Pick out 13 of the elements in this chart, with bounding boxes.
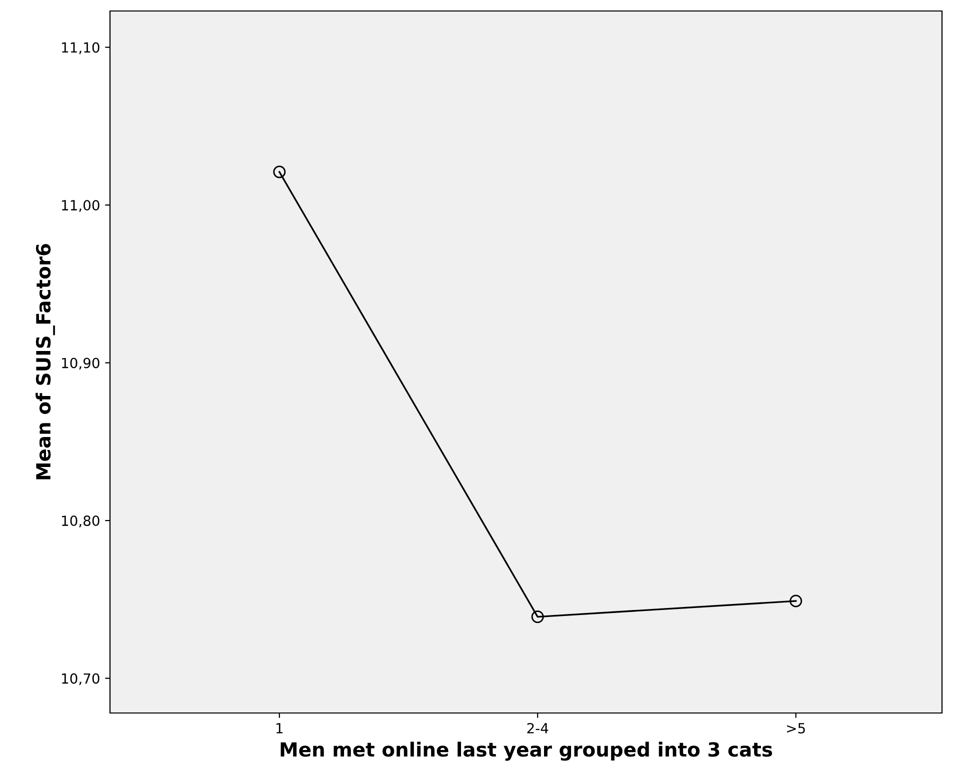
x-tick-label: >5 bbox=[787, 723, 805, 734]
point bbox=[273, 166, 286, 178]
x-tick-label: 1 bbox=[276, 723, 283, 734]
point bbox=[531, 610, 544, 624]
y-tick-label: 10,80 bbox=[62, 516, 100, 528]
y-tick-label: 10,90 bbox=[62, 358, 100, 370]
y-axis-title: Mean of SUIS_Factor6 bbox=[36, 244, 55, 480]
point bbox=[790, 594, 802, 608]
y-tick-label: 11,00 bbox=[62, 200, 100, 212]
y-tick-label: 10,70 bbox=[62, 673, 100, 686]
x-tick-label: 2-4 bbox=[527, 722, 548, 734]
y-tick-label: 11,10 bbox=[62, 42, 100, 54]
x-axis-title: Men met online last year grouped into 3 cats bbox=[280, 742, 772, 761]
